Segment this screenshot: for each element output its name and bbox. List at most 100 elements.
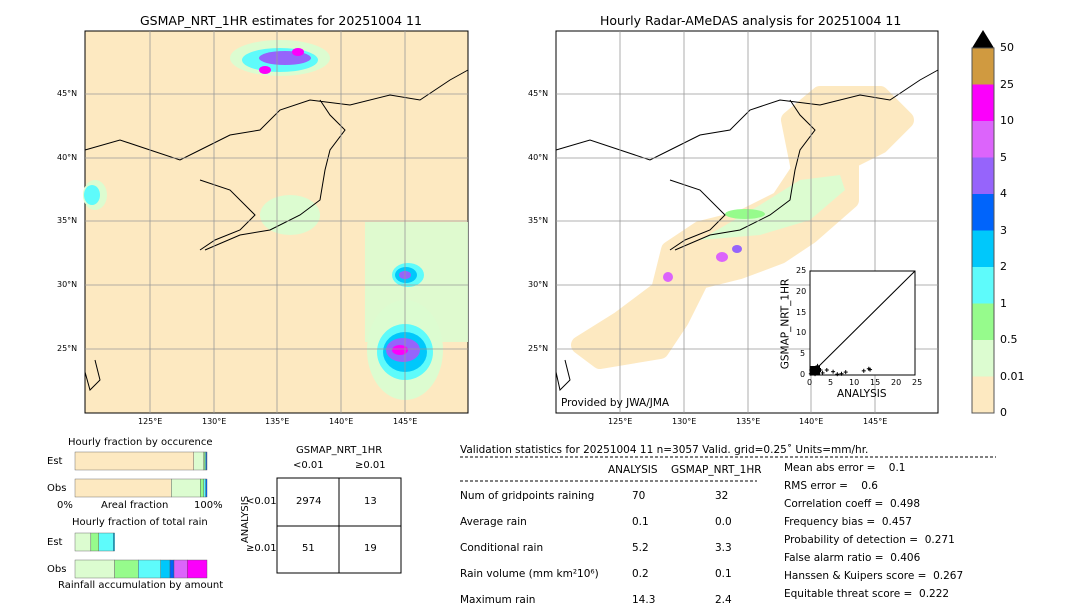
colorbar — [971, 30, 995, 414]
lon-tick-label: 140°E — [329, 417, 354, 426]
score-line: False alarm ratio = 0.406 — [784, 552, 921, 564]
left-map — [83, 30, 469, 414]
cell-false-alarm: 13 — [364, 496, 377, 507]
colorbar-segment — [972, 194, 994, 231]
obs-occurrence-segment — [203, 478, 206, 498]
obs-label: Obs — [47, 483, 67, 494]
colorbar-tick-label: 5 — [1000, 150, 1007, 164]
cell-miss: 51 — [302, 543, 315, 554]
scatter-point — [820, 370, 825, 375]
scatter-x-tick: 20 — [891, 378, 902, 387]
scatter-point-cluster — [810, 366, 820, 375]
est-rain-segment — [74, 532, 92, 552]
stats-gsmap-value: 0.0 — [715, 516, 732, 528]
stats-analysis-value: 14.3 — [632, 594, 656, 606]
scatter-inset — [808, 270, 916, 377]
colorbar-segment — [972, 230, 994, 267]
colorbar-extend-arrow — [972, 30, 994, 48]
score-line: Probability of detection = 0.271 — [784, 534, 955, 546]
stats-analysis-value: 0.1 — [632, 516, 649, 528]
contingency-title: GSMAP_NRT_1HR — [296, 445, 383, 456]
lat-tick-label: 35°N — [528, 216, 549, 225]
colorbar-tick-label: 25 — [1000, 77, 1014, 91]
obs-rain-segment — [74, 559, 115, 579]
stats-row-label: Rain volume (mm km²10⁶) — [460, 568, 599, 580]
score-line: Correlation coeff = 0.498 — [784, 498, 920, 510]
obs-occurrence-segment — [171, 478, 201, 498]
scatter-y-tick: 20 — [796, 286, 807, 296]
right-map-title: Hourly Radar-AMeDAS analysis for 2025100… — [600, 13, 902, 28]
col-header-lt: <0.01 — [293, 460, 324, 471]
stats-row-label: Maximum rain — [460, 594, 536, 606]
colorbar-tick-label: 50 — [1000, 41, 1014, 54]
scatter-ylabel: GSMAP_NRT_1HR — [779, 278, 792, 370]
left-map-title: GSMAP_NRT_1HR estimates for 20251004 11 — [140, 13, 422, 28]
scatter-x-tick: 0 — [807, 378, 813, 387]
scatter-y-tick: 0 — [800, 370, 806, 379]
obs-rain-segment — [169, 559, 175, 579]
colorbar-segment — [972, 48, 994, 85]
score-line: Mean abs error = 0.1 — [784, 462, 906, 474]
row-header-lt: <0.01 — [246, 496, 277, 507]
axis-100-label: 100% — [194, 500, 223, 511]
stats-header: Validation statistics for 20251004 11 n=… — [460, 444, 869, 456]
colorbar-tick-label: 3 — [1000, 223, 1007, 237]
colorbar-tick-label: 2 — [1000, 260, 1007, 273]
scatter-xlabel: ANALYSIS — [837, 388, 887, 400]
scatter-point — [835, 372, 840, 377]
lon-tick-label: 145°E — [393, 417, 418, 426]
scatter-point — [861, 368, 866, 373]
scatter-point — [824, 368, 829, 373]
colorbar-segment — [972, 267, 994, 304]
stats-row-label: Num of gridpoints raining — [460, 490, 595, 502]
lat-tick-label: 25°N — [528, 344, 549, 353]
colorbar-tick-label: 4 — [1000, 187, 1007, 200]
obs-occurrence-segment — [74, 478, 172, 498]
colorbar-segment — [972, 121, 994, 158]
contingency-grid — [276, 477, 402, 574]
est-label: Est — [47, 456, 63, 467]
scatter-y-tick: 10 — [796, 328, 807, 338]
obs-occurrence-segment — [205, 478, 208, 498]
stats-analysis-value: 5.2 — [632, 542, 649, 554]
stats-gsmap-value: 2.4 — [715, 594, 732, 606]
scatter-point — [843, 370, 848, 375]
obs-rain-segment — [186, 559, 208, 579]
lon-tick-label: 130°E — [672, 417, 697, 426]
scatter-x-tick: 10 — [849, 378, 860, 387]
colorbar-segment — [972, 303, 994, 340]
lat-tick-label: 35°N — [57, 216, 78, 225]
lon-tick-label: 125°E — [608, 417, 633, 426]
scatter-y-tick: 25 — [796, 266, 807, 275]
score-line: Hanssen & Kuipers score = 0.267 — [784, 570, 964, 582]
scatter-point — [868, 367, 873, 372]
est-label-2: Est — [47, 537, 63, 548]
colorbar-tick-label: 0.5 — [1000, 333, 1018, 346]
colorbar-segment — [972, 84, 994, 121]
stats-gsmap-value: 32 — [715, 490, 729, 502]
obs-rain-segment — [114, 559, 139, 579]
stats-row-label: Conditional rain — [460, 542, 544, 554]
scatter-point — [831, 369, 836, 374]
data-credit: Provided by JWA/JMA — [561, 397, 670, 409]
accumulation-label: Rainfall accumulation by amount — [58, 580, 224, 591]
obs-rain-segment — [138, 559, 162, 579]
lat-tick-label: 45°N — [57, 89, 78, 98]
score-line: Frequency bias = 0.457 — [784, 516, 912, 528]
lat-tick-label: 40°N — [528, 153, 549, 162]
lon-tick-label: 140°E — [799, 417, 824, 426]
est-rain-segment — [98, 532, 114, 552]
obs-occurrence-segment — [200, 478, 204, 498]
col-header-ge: ≥0.01 — [355, 460, 386, 471]
stats-analysis-value: 70 — [632, 490, 646, 502]
colorbar-tick-label: 0.01 — [1000, 369, 1025, 383]
scatter-x-tick: 15 — [870, 378, 881, 387]
colorbar-tick-label: 1 — [1000, 296, 1007, 310]
scatter-point — [839, 371, 844, 376]
lat-tick-label: 40°N — [57, 153, 78, 162]
stats-col-gsmap: GSMAP_NRT_1HR — [671, 464, 762, 476]
areal-fraction-label: Areal fraction — [101, 500, 169, 511]
est-rain-segment — [113, 532, 115, 552]
est-occurrence-segment — [205, 451, 208, 471]
